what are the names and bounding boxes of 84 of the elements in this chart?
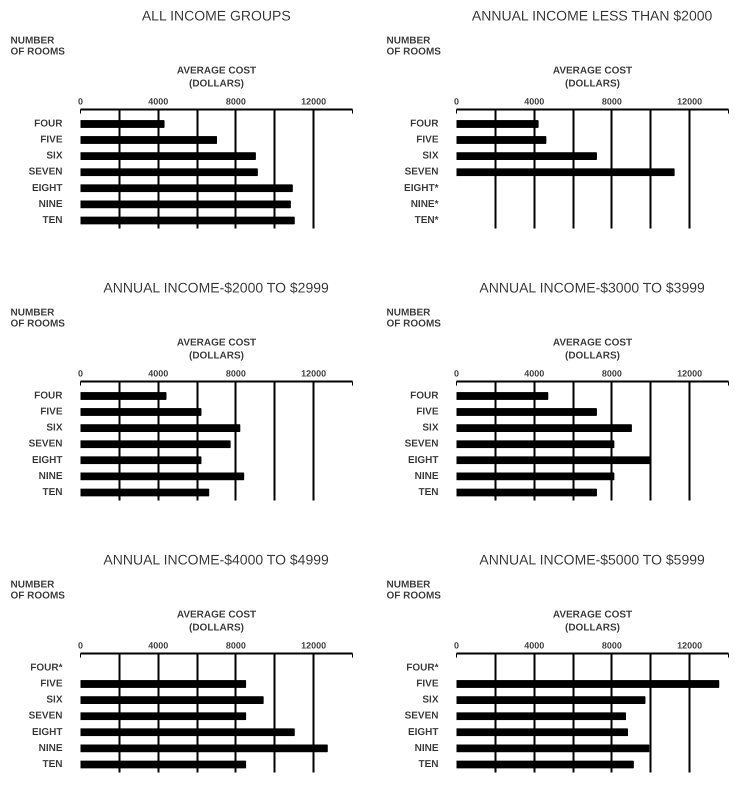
x-tick-label: 0 (78, 96, 84, 106)
chart-title: ANNUAL INCOME LESS THAN $2000 (472, 8, 713, 24)
y-tick-label: SEVEN (404, 710, 439, 722)
x-tick-label: 12000 (677, 640, 702, 650)
y-tick-label: FIVE (40, 134, 63, 146)
chart-title: ANNUAL INCOME-$3000 TO $3999 (479, 280, 706, 296)
y-tick-label: FIVE (40, 406, 63, 418)
y-tick-label: NINE (38, 742, 63, 754)
x-tick-label: 0 (454, 640, 460, 650)
chart-title: ALL INCOME GROUPS (142, 8, 291, 24)
y-tick-label: SEVEN (404, 438, 439, 450)
y-tick-label: SEVEN (404, 166, 439, 178)
y-tick-label: NINE (414, 470, 439, 482)
y-tick-label: NINE* (410, 198, 439, 210)
x-axis-title: AVERAGE COST (DOLLARS) (552, 337, 632, 362)
y-axis-title: NUMBER OF ROOMS (10, 580, 66, 602)
x-tick-label: 0 (78, 640, 84, 650)
x-tick-label: 4000 (524, 96, 544, 106)
y-axis-title: NUMBER OF ROOMS (386, 580, 442, 602)
y-tick-label: TEN* (414, 214, 439, 226)
x-tick-label: 0 (454, 368, 460, 378)
x-tick-label: 12000 (677, 96, 702, 106)
y-tick-label: FIVE (416, 406, 439, 418)
y-tick-label: EIGHT (408, 454, 439, 466)
x-axis-title: AVERAGE COST (DOLLARS) (552, 65, 632, 90)
x-tick-label: 4000 (148, 368, 168, 378)
y-tick-label: EIGHT* (404, 182, 439, 194)
y-axis-title: NUMBER OF ROOMS (10, 308, 66, 330)
y-tick-label: FOUR (410, 390, 440, 402)
x-tick-label: 4000 (524, 640, 544, 650)
y-tick-label: SIX (422, 150, 439, 162)
y-tick-label: FOUR* (406, 662, 439, 674)
x-tick-label: 12000 (301, 96, 326, 106)
y-tick-label: TEN (418, 486, 438, 498)
y-tick-label: SIX (422, 422, 439, 434)
y-tick-label: FOUR (410, 118, 440, 130)
x-axis-title: AVERAGE COST (DOLLARS) (552, 609, 632, 634)
y-tick-label: EIGHT (408, 726, 439, 738)
y-tick-label: NINE (38, 198, 63, 210)
x-tick-label: 12000 (301, 640, 326, 650)
x-tick-label: 8000 (602, 640, 622, 650)
x-tick-label: 8000 (602, 368, 622, 378)
y-tick-label: SIX (46, 150, 63, 162)
y-tick-label: FIVE (416, 134, 439, 146)
y-tick-label: SEVEN (28, 710, 63, 722)
y-tick-label: TEN (42, 214, 62, 226)
y-tick-label: FOUR* (30, 662, 63, 674)
y-tick-label: TEN (418, 758, 438, 770)
y-tick-label: FIVE (40, 678, 63, 690)
y-tick-label: FIVE (416, 678, 439, 690)
x-tick-label: 8000 (602, 96, 622, 106)
y-tick-label: SEVEN (28, 438, 63, 450)
y-tick-label: TEN (42, 758, 62, 770)
x-axis-title: AVERAGE COST (DOLLARS) (176, 65, 256, 90)
y-tick-label: FOUR (34, 390, 64, 402)
x-tick-label: 8000 (226, 96, 246, 106)
y-tick-label: NINE (38, 470, 63, 482)
x-tick-label: 4000 (148, 640, 168, 650)
x-tick-label: 4000 (524, 368, 544, 378)
y-tick-label: TEN (42, 486, 62, 498)
y-tick-label: SIX (46, 422, 63, 434)
chart-title: ANNUAL INCOME-$4000 TO $4999 (103, 552, 330, 568)
x-tick-label: 4000 (148, 96, 168, 106)
y-tick-label: SIX (422, 694, 439, 706)
y-tick-label: SEVEN (28, 166, 63, 178)
y-tick-label: FOUR (34, 118, 64, 130)
y-axis-title: NUMBER OF ROOMS (386, 36, 442, 58)
y-tick-label: EIGHT (32, 454, 63, 466)
y-tick-label: SIX (46, 694, 63, 706)
x-tick-label: 8000 (226, 368, 246, 378)
y-axis-title: NUMBER OF ROOMS (10, 36, 66, 58)
chart-title: ANNUAL INCOME-$2000 TO $2999 (103, 280, 330, 296)
y-tick-label: EIGHT (32, 182, 63, 194)
y-tick-label: EIGHT (32, 726, 63, 738)
y-axis-title: NUMBER OF ROOMS (386, 308, 442, 330)
x-axis-title: AVERAGE COST (DOLLARS) (176, 609, 256, 634)
x-axis-title: AVERAGE COST (DOLLARS) (176, 337, 256, 362)
y-tick-label: NINE (414, 742, 439, 754)
x-tick-label: 12000 (301, 368, 326, 378)
chart-title: ANNUAL INCOME-$5000 TO $5999 (479, 552, 706, 568)
x-tick-label: 0 (78, 368, 84, 378)
x-tick-label: 0 (454, 96, 460, 106)
x-tick-label: 8000 (226, 640, 246, 650)
x-tick-label: 12000 (677, 368, 702, 378)
